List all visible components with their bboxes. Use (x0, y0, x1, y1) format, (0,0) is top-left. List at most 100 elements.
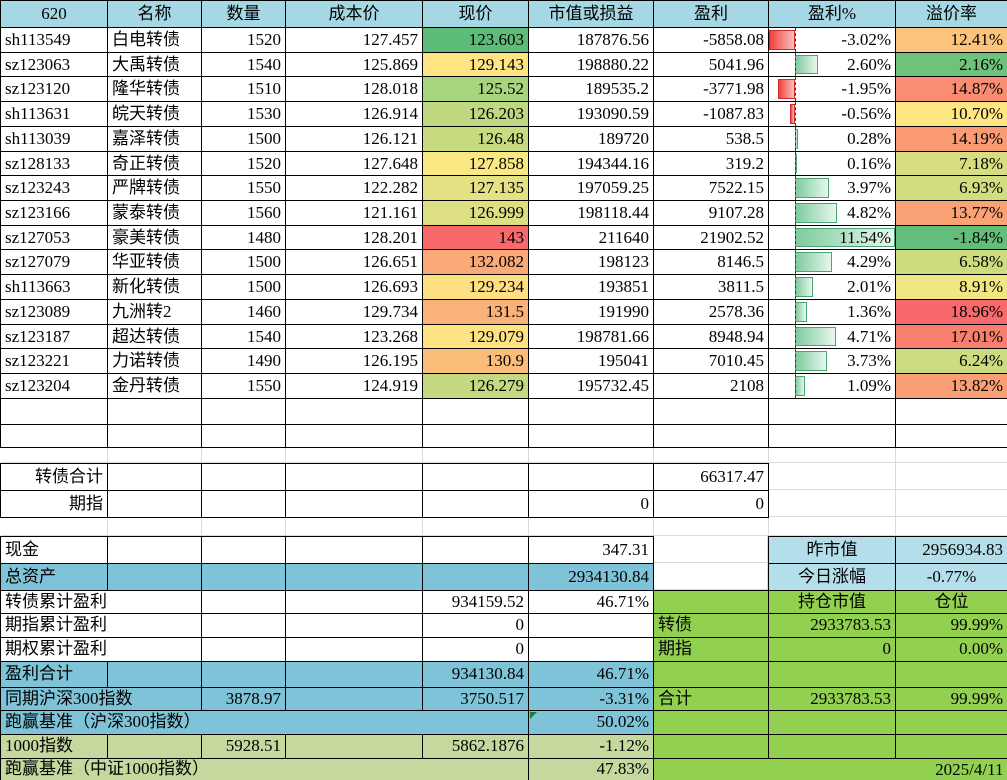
bond-price-cell[interactable]: 131.5 (422, 298, 529, 325)
bond-qty-cell[interactable]: 1520 (201, 27, 286, 53)
bond-price-cell[interactable]: 129.143 (422, 51, 529, 78)
hs300-current[interactable]: 3750.517 (422, 686, 529, 711)
bond-profit-cell[interactable]: -1087.83 (653, 101, 769, 127)
bond-price-cell[interactable]: 123.603 (422, 27, 529, 53)
col-header-premium[interactable]: 溢价率 (895, 0, 1007, 28)
empty-cell[interactable] (201, 462, 286, 491)
col-header-value[interactable]: 市值或损益 (528, 0, 654, 28)
cash-value[interactable]: 347.31 (528, 535, 654, 564)
bond-cost-cell[interactable]: 129.734 (285, 298, 423, 325)
bond-premium-cell[interactable]: 17.01% (895, 323, 1007, 350)
grid-cell[interactable] (896, 517, 1007, 536)
bond-cost-cell[interactable]: 126.195 (285, 348, 423, 375)
bond-qty-cell[interactable]: 1480 (201, 224, 286, 251)
bond-qty-cell[interactable]: 1560 (201, 200, 286, 226)
grid-cell[interactable] (896, 490, 1007, 517)
empty-cell[interactable] (768, 733, 896, 759)
empty-cell[interactable] (107, 462, 202, 491)
bond-premium-cell[interactable]: 14.19% (895, 125, 1007, 152)
bond-qty-cell[interactable]: 1500 (201, 125, 286, 152)
empty-cell[interactable] (422, 489, 529, 518)
bond-profit-pct-cell[interactable]: 2.60% (768, 51, 896, 78)
position-total-label[interactable]: 合计 (653, 686, 769, 711)
bond-profit-cell[interactable]: 9107.28 (653, 200, 769, 226)
bond-code-cell[interactable]: sz123204 (0, 373, 108, 399)
bond-premium-cell[interactable]: 13.77% (895, 200, 1007, 226)
empty-cell[interactable] (285, 423, 423, 448)
position-pct-header[interactable]: 仓位 (895, 589, 1007, 614)
bond-price-cell[interactable]: 126.203 (422, 101, 529, 127)
bond-profit-cell[interactable]: 8146.5 (653, 249, 769, 276)
bond-profit-cell[interactable]: -3771.98 (653, 76, 769, 103)
bond-code-cell[interactable]: sz123120 (0, 76, 108, 103)
bond-code-cell[interactable]: sz123243 (0, 175, 108, 202)
bond-qty-cell[interactable]: 1530 (201, 101, 286, 127)
futures-total-profit[interactable]: 0 (653, 489, 769, 518)
empty-cell[interactable] (528, 462, 654, 491)
bond-name-cell[interactable]: 豪美转债 (107, 224, 202, 251)
col-header-profit-pct[interactable]: 盈利% (768, 0, 896, 28)
beat-1000-pct[interactable]: 47.83% (528, 757, 654, 780)
bond-profit-pct-cell[interactable]: -0.56% (768, 101, 896, 127)
empty-cell[interactable] (285, 489, 423, 518)
profit-total-label[interactable]: 盈利合计 (0, 660, 108, 688)
empty-cell[interactable] (0, 397, 108, 425)
total-assets-label[interactable]: 总资产 (0, 562, 108, 591)
empty-cell[interactable] (107, 397, 202, 425)
empty-cell[interactable] (768, 660, 896, 688)
col-header-qty[interactable]: 数量 (201, 0, 286, 28)
bond-value-cell[interactable]: 198123 (528, 249, 654, 276)
col-header-code[interactable]: 620 (0, 0, 108, 28)
empty-cell[interactable] (285, 562, 423, 591)
bond-name-cell[interactable]: 严牌转债 (107, 175, 202, 202)
bond-name-cell[interactable]: 九洲转2 (107, 298, 202, 325)
empty-cell[interactable] (285, 589, 423, 614)
bond-profit-cell[interactable]: 8948.94 (653, 323, 769, 350)
date-cell[interactable]: 2025/4/11 (653, 758, 1007, 780)
bond-value-cell[interactable]: 194344.16 (528, 150, 654, 177)
empty-cell[interactable] (895, 397, 1007, 425)
bond-value-cell[interactable]: 189720 (528, 125, 654, 152)
empty-cell[interactable] (107, 562, 202, 591)
position-total-pct[interactable]: 99.99% (895, 686, 1007, 711)
grid-cell[interactable] (654, 517, 769, 536)
bond-price-cell[interactable]: 126.999 (422, 200, 529, 226)
bond-price-cell[interactable]: 129.079 (422, 323, 529, 350)
position-bond-label[interactable]: 转债 (653, 612, 769, 638)
bond-code-cell[interactable]: sh113039 (0, 125, 108, 152)
grid-cell[interactable] (1, 447, 108, 463)
bond-premium-cell[interactable]: 8.91% (895, 274, 1007, 300)
empty-cell[interactable] (653, 589, 769, 614)
bond-profit-cell[interactable]: 7522.15 (653, 175, 769, 202)
empty-cell[interactable] (653, 733, 769, 759)
bond-profit-cell[interactable]: 2108 (653, 373, 769, 399)
bond-name-cell[interactable]: 白电转债 (107, 27, 202, 53)
bond-profit-cell[interactable]: 7010.45 (653, 348, 769, 375)
bond-code-cell[interactable]: sh113549 (0, 27, 108, 53)
idx1000-pct[interactable]: -1.12% (528, 733, 654, 759)
bond-premium-cell[interactable]: 6.24% (895, 348, 1007, 375)
empty-cell[interactable] (285, 636, 423, 662)
grid-cell[interactable] (654, 536, 769, 563)
position-total-mv[interactable]: 2933783.53 (768, 686, 896, 711)
empty-cell[interactable] (422, 397, 529, 425)
grid-cell[interactable] (286, 517, 423, 536)
options-cumulative-label[interactable]: 期权累计盈利 (0, 636, 202, 662)
bond-cost-cell[interactable]: 127.457 (285, 27, 423, 53)
bond-name-cell[interactable]: 蒙泰转债 (107, 200, 202, 226)
bond-cost-cell[interactable]: 126.121 (285, 125, 423, 152)
bond-premium-cell[interactable]: 14.87% (895, 76, 1007, 103)
col-header-profit[interactable]: 盈利 (653, 0, 769, 28)
bond-qty-cell[interactable]: 1540 (201, 51, 286, 78)
bond-profit-cell[interactable]: 5041.96 (653, 51, 769, 78)
empty-cell[interactable] (528, 423, 654, 448)
bond-value-cell[interactable]: 211640 (528, 224, 654, 251)
bond-code-cell[interactable]: sz127079 (0, 249, 108, 276)
bond-premium-cell[interactable]: 18.96% (895, 298, 1007, 325)
hs300-pct[interactable]: -3.31% (528, 686, 654, 711)
empty-cell[interactable] (422, 562, 529, 591)
bond-value-cell[interactable]: 198880.22 (528, 51, 654, 78)
bond-premium-cell[interactable]: -1.84% (895, 224, 1007, 251)
empty-cell[interactable] (653, 423, 769, 448)
bond-value-cell[interactable]: 191990 (528, 298, 654, 325)
